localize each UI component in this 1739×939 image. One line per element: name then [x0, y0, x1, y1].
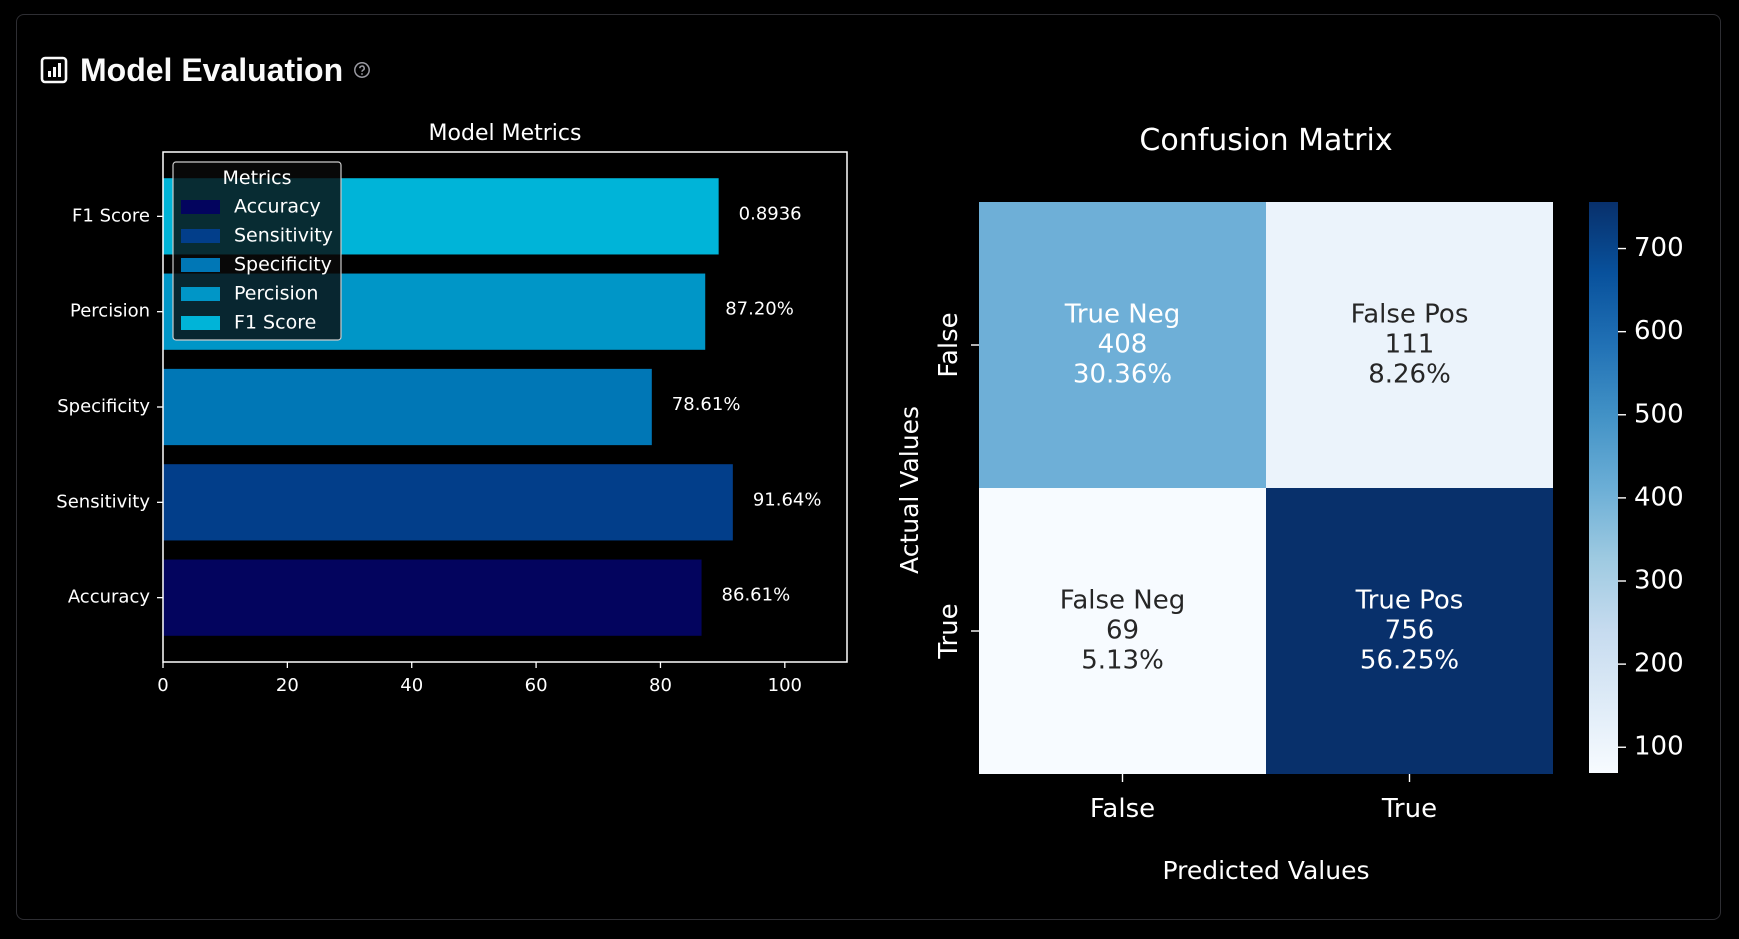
legend-swatch	[181, 229, 220, 243]
colorbar-tick-label: 400	[1634, 482, 1684, 512]
x-tick-label: 20	[276, 675, 299, 696]
x-tick-label: 0	[157, 675, 168, 696]
bar-sensitivity	[163, 464, 733, 541]
cell-percent: 5.13%	[1081, 646, 1164, 676]
heatmap-colorbar: 100 200 300 400 500 600 700	[1589, 202, 1684, 773]
heatmap-x-tick-label: False	[1090, 794, 1155, 824]
y-tick-label: Accuracy	[68, 587, 151, 608]
cell-label: False Neg	[1060, 586, 1185, 616]
y-tick-label: Percision	[70, 301, 150, 322]
colorbar-tick-label: 700	[1634, 233, 1684, 263]
section-header: Model Evaluation	[40, 50, 371, 90]
heatmap-title: Confusion Matrix	[1139, 123, 1392, 158]
bar-value-label: 91.64%	[753, 489, 822, 510]
heatmap-xlabel: Predicted Values	[1163, 856, 1370, 885]
bar-value-label: 87.20%	[725, 299, 794, 320]
colorbar-tick-label: 200	[1634, 649, 1684, 679]
page-title: Model Evaluation	[80, 51, 344, 88]
cell-percent: 56.25%	[1360, 646, 1459, 676]
legend-title: Metrics	[223, 167, 292, 189]
x-tick-label: 100	[768, 675, 802, 696]
legend-entry: Specificity	[234, 254, 332, 276]
y-tick-label: Sensitivity	[56, 491, 150, 512]
x-tick-label: 60	[525, 675, 548, 696]
legend-entry: F1 Score	[234, 312, 316, 334]
legend-entry: Accuracy	[234, 196, 321, 218]
cell-count: 69	[1106, 616, 1139, 646]
heatmap-ylabel: Actual Values	[895, 406, 924, 574]
bar-accuracy	[163, 559, 702, 636]
cell-count: 756	[1385, 616, 1435, 646]
metrics-bar-chart: Model Metrics 86.61% 91.64% 78.61% 87.20% 0.…	[56, 121, 848, 696]
bar-chart-title: Model Metrics	[429, 121, 582, 146]
cell-false-pos	[1266, 202, 1553, 488]
cell-percent: 8.26%	[1368, 360, 1451, 390]
cell-label: False Pos	[1351, 300, 1469, 330]
heatmap-y-tick-label: False	[934, 312, 964, 377]
heatmap-x-tick-label: True	[1381, 794, 1437, 824]
legend-swatch	[181, 200, 220, 214]
heatmap-y-tick-label: True	[934, 603, 964, 659]
cell-true-pos	[1266, 488, 1553, 774]
cell-percent: 30.36%	[1073, 360, 1172, 390]
legend-swatch	[181, 258, 220, 272]
cell-label: True Pos	[1355, 586, 1464, 616]
colorbar-tick-label: 500	[1634, 399, 1684, 429]
x-tick-label: 80	[649, 675, 672, 696]
cell-true-neg	[979, 202, 1266, 488]
bar-chart-icon	[40, 56, 68, 84]
legend-entry: Sensitivity	[234, 225, 333, 247]
legend-entry: Percision	[234, 283, 318, 305]
colorbar-gradient	[1589, 202, 1618, 773]
bar-value-label: 0.8936	[739, 203, 802, 224]
help-circle-icon[interactable]	[353, 61, 371, 79]
bar-value-label: 86.61%	[722, 585, 791, 606]
y-tick-label: Specificity	[57, 396, 150, 417]
bar-value-label: 78.61%	[672, 394, 741, 415]
colorbar-tick-label: 300	[1634, 566, 1684, 596]
colorbar-tick-label: 600	[1634, 316, 1684, 346]
cell-false-neg	[979, 488, 1266, 774]
y-tick-label: F1 Score	[72, 205, 150, 226]
bar-specificity	[163, 368, 652, 446]
cell-count: 408	[1098, 330, 1148, 360]
cell-count: 111	[1385, 330, 1435, 360]
x-tick-label: 40	[400, 675, 423, 696]
bar-chart-legend: Metrics Accuracy Sensitivity Specificity Per…	[172, 161, 342, 341]
colorbar-tick-label: 100	[1634, 732, 1684, 762]
legend-swatch	[181, 316, 220, 330]
cell-label: True Neg	[1064, 300, 1180, 330]
legend-swatch	[181, 287, 220, 301]
